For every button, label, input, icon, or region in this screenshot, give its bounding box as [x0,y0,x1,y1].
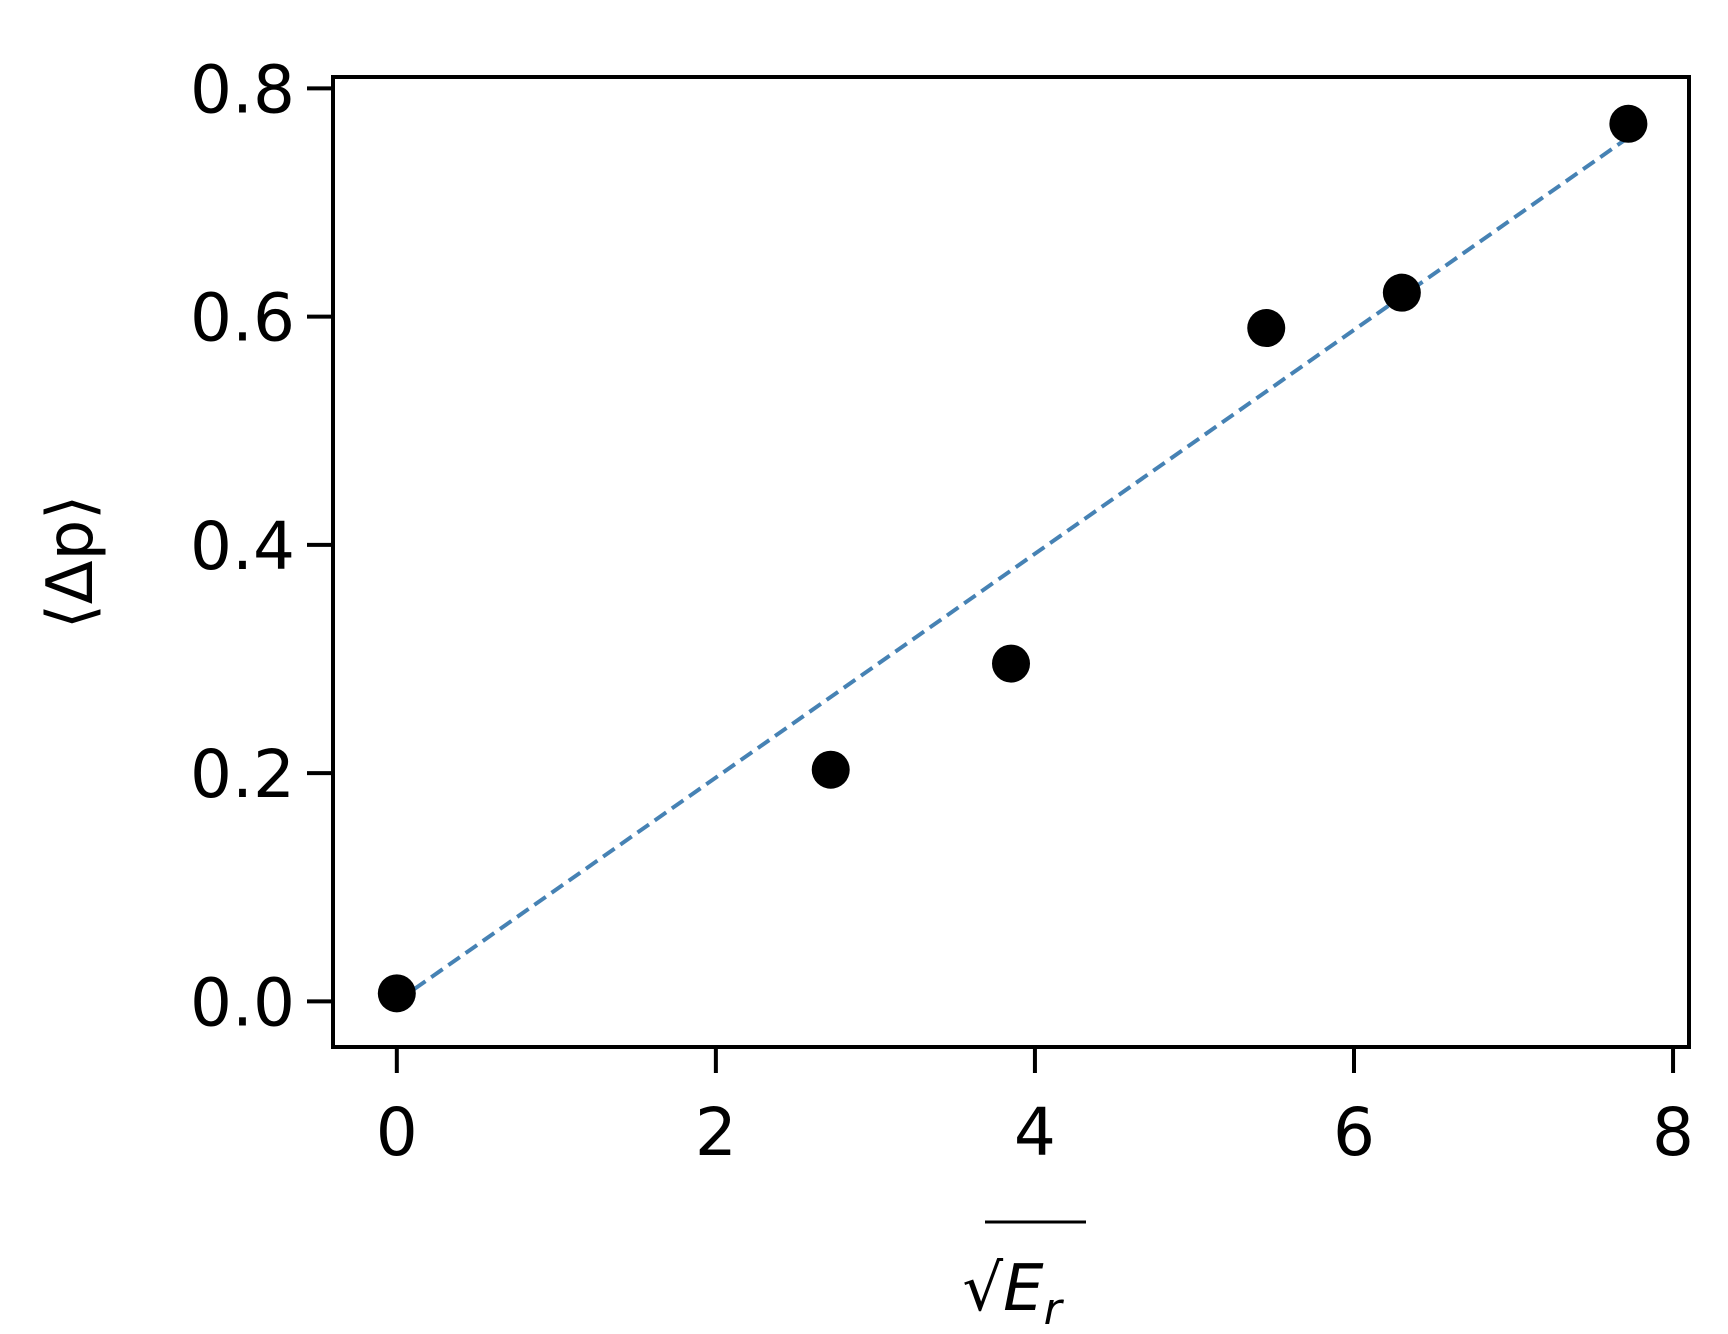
y-tick-label: 0.4 [190,508,295,585]
data-point [377,974,416,1013]
x-tick-label: 0 [376,1094,418,1171]
data-point [1247,309,1286,348]
y-tick-label: 0.0 [190,964,295,1041]
x-axis-label-subscript: r [1044,1284,1065,1334]
x-axis-ticks: 0 2 4 6 8 [376,1047,1694,1171]
y-tick-label: 0.2 [190,736,295,813]
series-layer [377,104,1648,1013]
y-tick-label: 0.8 [190,51,295,128]
x-tick-label: 2 [695,1094,737,1171]
x-axis-label-radical: √ [962,1252,1003,1326]
fit-line [395,135,1630,1003]
y-axis-ticks: 0.0 0.2 0.4 0.6 0.8 [190,51,333,1041]
data-point [811,750,850,789]
y-axis-label: ⟨Δp⟩ [34,495,108,629]
data-point [992,644,1030,683]
x-tick-label: 8 [1652,1094,1694,1171]
plot-area [331,75,1691,1049]
x-tick-label: 6 [1333,1094,1375,1171]
x-tick-label: 4 [1014,1094,1056,1171]
data-point [1382,273,1421,312]
plot-frame [331,75,1691,1049]
y-tick-label: 0.6 [190,280,295,357]
x-axis-label-base: E [1003,1252,1044,1326]
data-point [1609,104,1648,143]
x-axis-label: √Er [962,1252,1064,1334]
